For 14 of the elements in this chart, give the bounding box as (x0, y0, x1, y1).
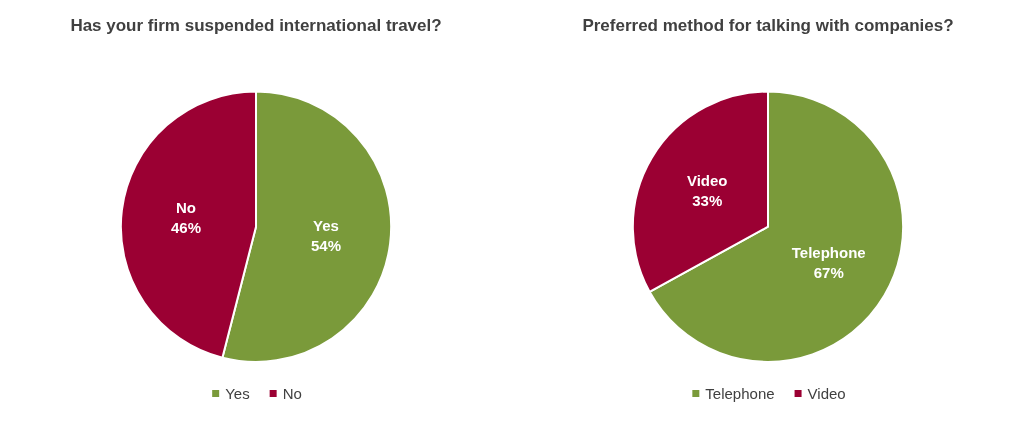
data-label: 54% (311, 237, 342, 255)
legend-label: Telephone (705, 385, 775, 402)
legend-label: Yes (225, 385, 250, 402)
slice-label: Video (686, 172, 728, 190)
data-label: 46% (170, 219, 201, 237)
chart-title: Has your firm suspended international travel? (70, 16, 442, 35)
data-label: 67% (813, 264, 844, 282)
legend-label: Video (807, 385, 846, 402)
slice-label: Yes (313, 217, 339, 235)
legend-label: No (282, 385, 302, 402)
slice-label: Telephone (791, 244, 866, 262)
data-label: 33% (692, 192, 723, 210)
slice-label: No (175, 199, 196, 217)
chart-title: Preferred method for talking with companies? (582, 16, 954, 35)
